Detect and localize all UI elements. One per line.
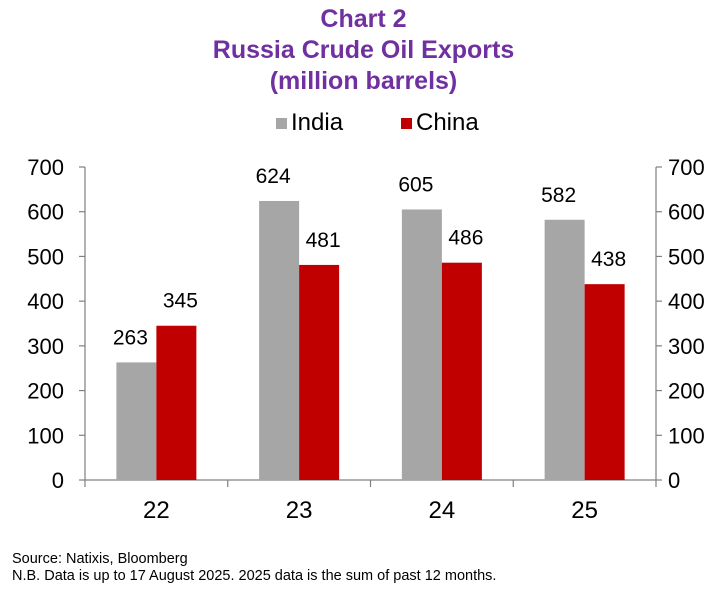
y-tick-label-left: 400: [27, 289, 64, 314]
bar-china: [584, 284, 625, 480]
chart-title: Chart 2: [320, 5, 407, 33]
y-tick-label-right: 200: [668, 379, 705, 404]
x-tick-label: 23: [286, 497, 313, 524]
data-label-india: 605: [398, 173, 433, 196]
source-note: Source: Natixis, Bloomberg: [12, 551, 188, 567]
chart-title-block: Chart 2 Russia Crude Oil Exports (millio…: [0, 4, 727, 97]
data-label-china: 345: [163, 290, 198, 313]
data-label-china: 481: [306, 229, 341, 252]
bar-india: [259, 200, 300, 481]
bar-india: [544, 219, 585, 480]
legend-label-china: China: [416, 109, 479, 136]
data-label-india: 582: [541, 184, 576, 207]
data-label-china: 438: [591, 248, 626, 271]
bar-china: [441, 262, 482, 480]
y-tick-label-right: 600: [668, 200, 705, 225]
footnotes: Source: Natixis, Bloomberg N.B. Data is …: [12, 551, 496, 585]
bar-chart: 0 0 100 100 200 200 300 300 400 400 500 500 600 600 70…: [27, 109, 705, 524]
data-label-india: 263: [113, 326, 148, 349]
y-tick-label-right: 100: [668, 423, 705, 448]
bar-india: [116, 362, 157, 480]
bar-china: [299, 264, 340, 480]
y-tick-label-left: 700: [27, 155, 64, 180]
chart-subtitle-line-2: (million barrels): [269, 67, 458, 95]
data-label-china: 486: [448, 227, 483, 250]
y-tick-label-left: 600: [27, 200, 64, 225]
chart-subtitle-line-1: Russia Crude Oil Exports: [212, 36, 515, 64]
data-label-india: 624: [256, 165, 291, 188]
bar-china: [156, 325, 197, 480]
y-tick-label-right: 300: [668, 334, 705, 359]
y-tick-label-left: 200: [27, 379, 64, 404]
y-tick-label-right: 500: [668, 244, 705, 269]
bar-india: [401, 209, 442, 480]
y-tick-label-right: 700: [668, 155, 705, 180]
x-tick-label: 22: [143, 497, 170, 524]
legend-swatch-china: [401, 118, 412, 129]
y-tick-label-left: 100: [27, 423, 64, 448]
data-note: N.B. Data is up to 17 August 2025. 2025 …: [12, 568, 497, 584]
y-tick-label-left: 0: [52, 468, 64, 493]
y-tick-label-left: 500: [27, 244, 64, 269]
y-tick-label-right: 400: [668, 289, 705, 314]
y-tick-label-right: 0: [668, 468, 680, 493]
x-tick-label: 25: [571, 497, 598, 524]
legend-label-india: India: [291, 109, 344, 136]
legend-swatch-india: [276, 118, 287, 129]
y-tick-label-left: 300: [27, 334, 64, 359]
x-tick-label: 24: [429, 497, 456, 524]
